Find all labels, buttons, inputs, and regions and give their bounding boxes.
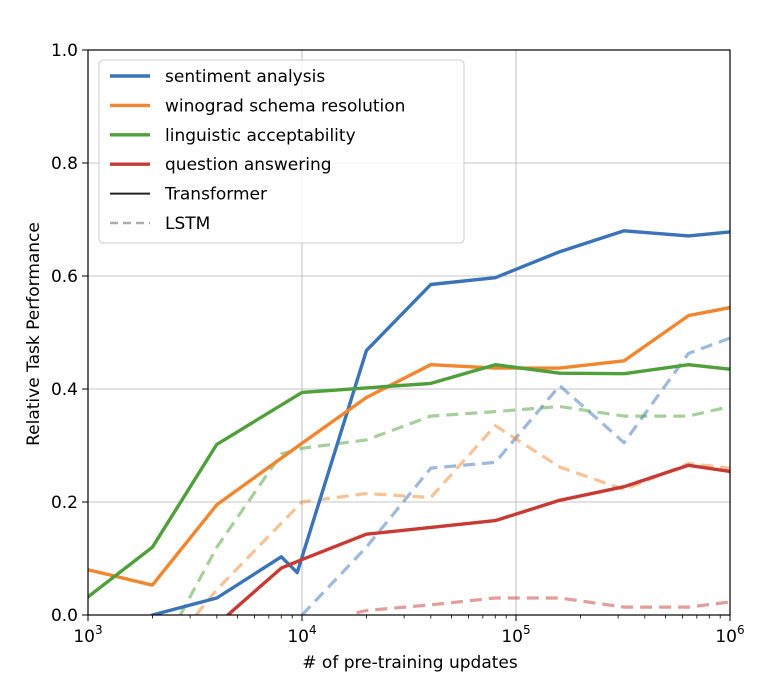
tick-layer: 0.0 0.2 0.4 0.6 0.8 1.0 103 104 105 106 xyxy=(51,41,745,647)
y-tick-label: 0.2 xyxy=(51,493,78,513)
series-line-winograd-schema-resolution-transformer xyxy=(88,305,730,587)
y-tick-label: 1.0 xyxy=(51,41,78,61)
x-tick-label: 105 xyxy=(501,623,530,647)
x-tick-label: 106 xyxy=(715,623,744,647)
y-tick-label: 0.6 xyxy=(51,267,78,287)
series-line-linguistic-acceptability-transformer xyxy=(88,363,730,599)
legend: sentiment analysis winograd schema resolu… xyxy=(98,59,465,244)
legend-label: question answering xyxy=(165,155,332,175)
legend-label: Transformer xyxy=(164,185,267,205)
x-axis-label: # of pre-training updates xyxy=(302,653,518,673)
series-line-winograd-schema-resolution-lstm xyxy=(194,424,730,615)
y-tick-label: 0.4 xyxy=(51,380,78,400)
series-line-question-answering-lstm xyxy=(356,596,730,615)
series-layer xyxy=(88,229,730,615)
series-line-question-answering-transformer xyxy=(226,463,730,615)
y-tick-label: 0.8 xyxy=(51,154,78,174)
legend-label: linguistic acceptability xyxy=(165,126,356,146)
y-axis-label: Relative Task Performance xyxy=(24,222,44,446)
series-line-linguistic-acceptability-lstm xyxy=(178,404,730,615)
series-line-sentiment-analysis-transformer xyxy=(150,229,730,615)
x-tick-label: 104 xyxy=(287,623,316,647)
legend-label: winograd schema resolution xyxy=(165,96,405,116)
plot-frame xyxy=(87,49,731,616)
legend-label: sentiment analysis xyxy=(165,67,325,87)
y-tick-label: 0.0 xyxy=(51,606,78,626)
legend-label: LSTM xyxy=(165,214,210,234)
legend-box xyxy=(98,59,465,244)
series-line-sentiment-analysis-lstm xyxy=(300,336,730,615)
x-tick-label: 103 xyxy=(73,623,102,647)
